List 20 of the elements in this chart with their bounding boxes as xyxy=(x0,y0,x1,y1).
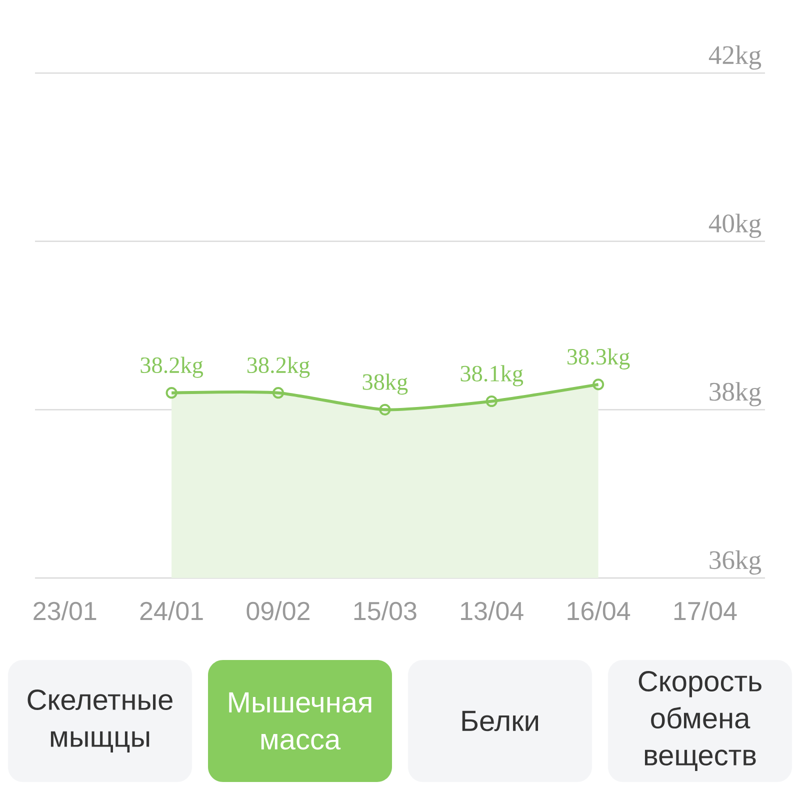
text: Белки xyxy=(462,710,538,732)
x-tick-label: 13/04 xyxy=(461,601,524,620)
y-tick-label: 42kg xyxy=(708,45,762,70)
x-tick-label: 17/04 xyxy=(674,601,737,620)
y-tick-label: 40kg xyxy=(708,214,762,238)
y-tick-label: 38kg xyxy=(710,382,762,406)
text: Скелетные мыщцы xyxy=(28,689,172,753)
text: Скорость обмена веществ xyxy=(638,670,762,772)
text: Мышечная масса xyxy=(229,692,372,750)
x-tick-label: 24/01 xyxy=(140,601,203,620)
x-tick-label: 09/02 xyxy=(246,601,310,620)
data-label: 38.2kg xyxy=(140,356,204,378)
y-tick-label: 36kg xyxy=(710,550,762,575)
x-tick-label: 23/01 xyxy=(34,601,96,620)
data-label: 38.1kg xyxy=(460,365,524,386)
data-label: 38.3kg xyxy=(568,348,630,370)
data-label: 38.2kg xyxy=(247,356,310,378)
data-label: 38kg xyxy=(362,374,408,395)
x-tick-label: 16/04 xyxy=(568,601,630,620)
x-tick-label: 15/03 xyxy=(354,601,416,620)
